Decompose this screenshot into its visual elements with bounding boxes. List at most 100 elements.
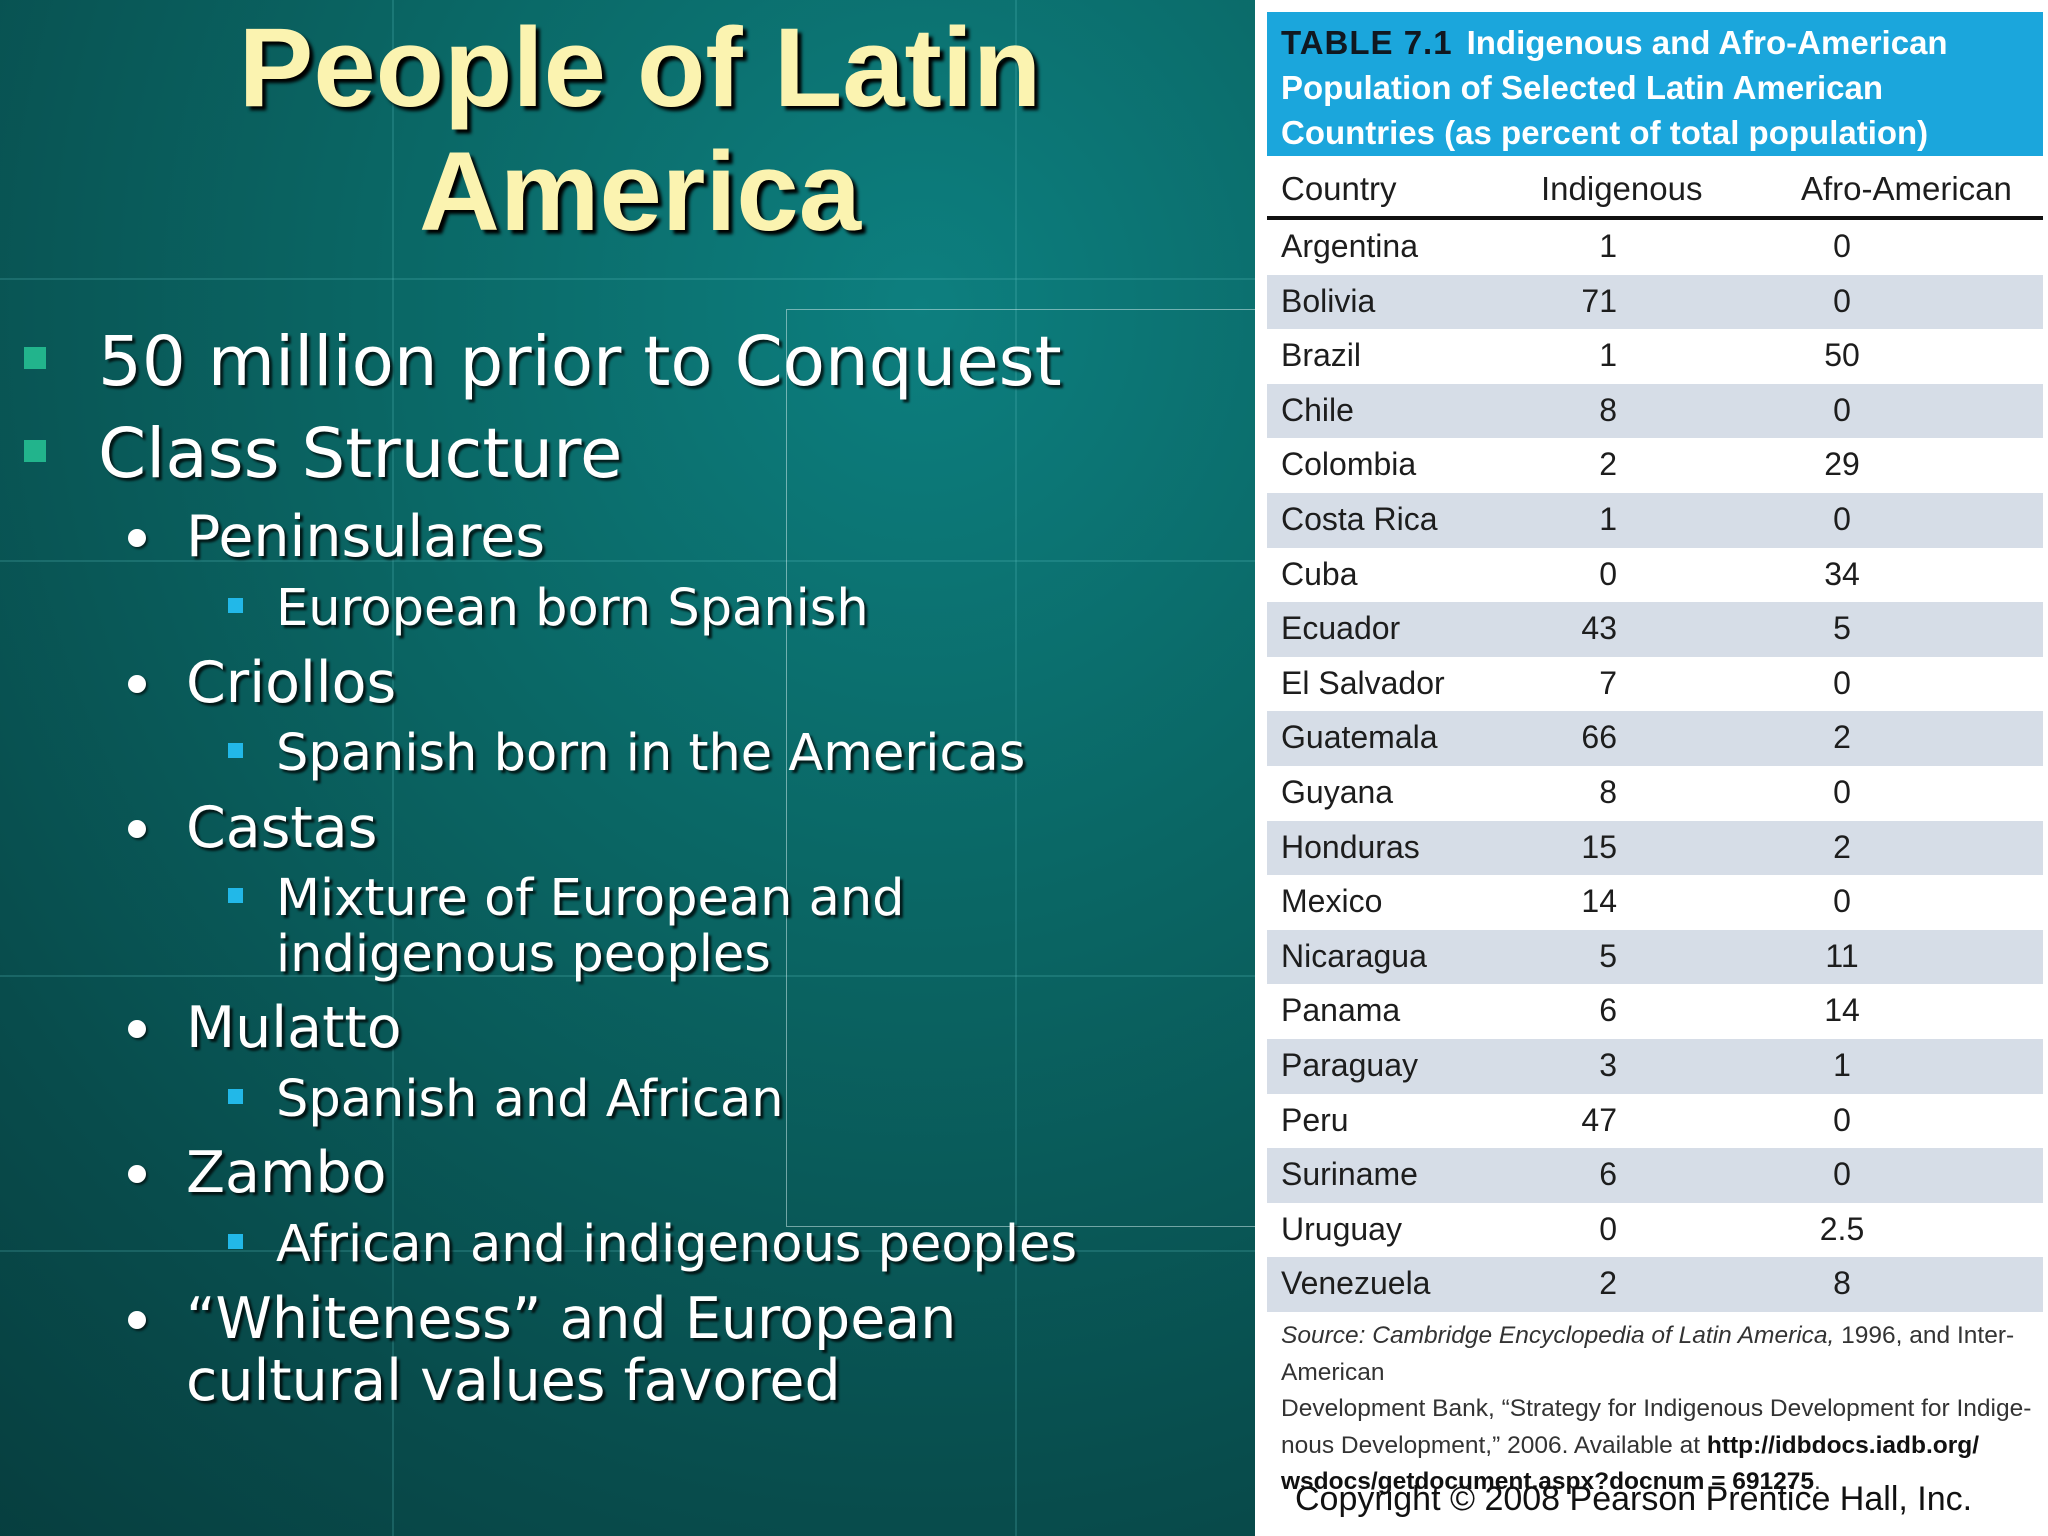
background-grid-line: [0, 278, 1255, 280]
cell-indigenous: 3: [1599, 1046, 1617, 1083]
column-header-country: Country: [1281, 170, 1397, 207]
title-line-1: People of Latin: [238, 5, 1042, 130]
table-row: Venezuela 2 8: [1267, 1257, 2043, 1312]
cell-country: Argentina: [1281, 228, 1418, 264]
cell-country: Panama: [1281, 992, 1401, 1029]
cell-indigenous: 2: [1599, 1265, 1617, 1302]
square-bullet-icon: [228, 1234, 243, 1249]
bullet-whiteness-1: “Whiteness” and European: [186, 1286, 957, 1352]
cell-afro-american: 29: [1824, 446, 1860, 483]
table-row: Paraguay 3 1: [1267, 1038, 2043, 1094]
cell-indigenous: 2: [1599, 446, 1617, 483]
cell-country: Colombia: [1281, 446, 1417, 483]
table-row: Ecuador 43 5: [1267, 602, 2043, 657]
table-caption-3: Countries (as percent of total populatio…: [1281, 114, 1929, 151]
background-grid-line: [0, 975, 1255, 977]
cell-afro-american: 0: [1833, 883, 1851, 920]
cell-indigenous: 8: [1599, 773, 1617, 810]
cell-afro-american: 1: [1833, 1046, 1851, 1083]
square-bullet-icon: [228, 598, 243, 613]
table-header: Country Indigenous Afro-American: [1267, 166, 2043, 220]
table-row: Argentina 1 0: [1267, 220, 2043, 275]
cell-country: Peru: [1281, 1101, 1349, 1138]
cell-afro-american: 50: [1824, 337, 1860, 374]
source-end: .: [1814, 1468, 1821, 1495]
placeholder-outline: [786, 309, 1257, 1227]
cell-country: Mexico: [1281, 883, 1383, 920]
square-bullet-icon: [228, 888, 243, 903]
bullet-criollos: Criollos: [186, 650, 397, 716]
cell-country: Guatemala: [1281, 719, 1438, 756]
bullet-castas-desc-2: indigenous peoples: [276, 925, 771, 984]
slide-content: People of Latin America 50 million prior…: [24, 6, 1257, 1412]
round-bullet-icon: [128, 820, 146, 838]
table-row: Honduras 15 2: [1267, 820, 2043, 876]
cell-afro-american: 11: [1825, 937, 1859, 974]
cell-afro-american: 0: [1833, 282, 1851, 319]
table-row: Bolivia 71 0: [1267, 274, 2043, 330]
cell-indigenous: 66: [1581, 719, 1617, 756]
round-bullet-icon: [128, 1165, 146, 1183]
square-bullet-icon: [24, 347, 46, 369]
cell-afro-american: 2: [1833, 719, 1851, 756]
cell-afro-american: 0: [1833, 773, 1851, 810]
background-grid-line: [0, 560, 1255, 562]
cell-indigenous: 1: [1599, 500, 1617, 537]
source-label: Source:: [1281, 1322, 1366, 1349]
table-row: Costa Rica 1 0: [1267, 492, 2043, 548]
cell-country: Nicaragua: [1281, 937, 1427, 974]
round-bullet-icon: [128, 529, 146, 547]
column-header-afro-american: Afro-American: [1801, 170, 2012, 207]
background-grid-line: [1015, 0, 1017, 1536]
square-bullet-icon: [228, 1089, 243, 1104]
cell-afro-american: 2.5: [1819, 1210, 1865, 1247]
cell-indigenous: 6: [1599, 992, 1617, 1029]
copyright-notice: Copyright © 2008 Pearson Prentice Hall, …: [1295, 1480, 1973, 1518]
column-header-indigenous: Indigenous: [1541, 170, 1703, 207]
cell-indigenous: 1: [1599, 337, 1617, 374]
cell-afro-american: 14: [1824, 992, 1860, 1029]
table-title: TABLE 7.1 Indigenous and Afro-American Po…: [1267, 12, 2043, 156]
square-bullet-icon: [24, 440, 46, 462]
cell-indigenous: 6: [1599, 1156, 1617, 1193]
table-row: Nicaragua 5 11: [1267, 929, 2043, 985]
bullet-class-structure: Class Structure: [98, 414, 623, 494]
cell-indigenous: 7: [1599, 664, 1617, 701]
cell-afro-american: 34: [1824, 555, 1860, 592]
cell-country: Cuba: [1281, 555, 1358, 592]
cell-country: Ecuador: [1281, 610, 1401, 647]
bullet-mulatto: Mulatto: [186, 995, 402, 1061]
table-caption-2: Population of Selected Latin American: [1281, 69, 1884, 106]
bullet-castas: Castas: [186, 795, 378, 861]
cell-indigenous: 0: [1599, 1210, 1617, 1247]
cell-country: Honduras: [1281, 828, 1420, 865]
source-url-1: http://idbdocs.iadb.org/: [1706, 1431, 1980, 1459]
background-grid-line: [392, 0, 394, 1536]
cell-afro-american: 0: [1833, 228, 1851, 264]
cell-country: Guyana: [1281, 773, 1394, 810]
table-row: Panama 6 14: [1267, 984, 2043, 1039]
square-bullet-icon: [228, 743, 243, 758]
cell-indigenous: 71: [1581, 282, 1617, 319]
table-row: Peru 47 0: [1267, 1094, 2043, 1149]
table-source-note: Source: Cambridge Encyclopedia of Latin …: [1281, 1318, 2041, 1501]
source-line-3: nous Development,” 2006. Available at: [1281, 1431, 1707, 1459]
cell-afro-american: 0: [1833, 391, 1851, 428]
table-body: Argentina 1 0 Bolivia 71 0 Brazil 1 50 Chile 8 0…: [1267, 220, 2043, 1312]
cell-country: Bolivia: [1281, 282, 1376, 319]
cell-country: Uruguay: [1281, 1210, 1402, 1247]
source-title: Cambridge Encyclopedia of Latin America,: [1372, 1322, 1835, 1349]
cell-afro-american: 0: [1833, 1101, 1851, 1138]
table-row: Brazil 1 50: [1267, 329, 2043, 384]
table-label: TABLE 7.1: [1281, 24, 1453, 61]
bullet-peninsulares-desc: European born Spanish: [276, 579, 869, 638]
table-row: Uruguay 0 2.5: [1267, 1203, 2043, 1258]
source-line-2: Development Bank, “Strategy for Indigeno…: [1281, 1395, 2032, 1422]
table-row: Suriname 6 0: [1267, 1148, 2043, 1203]
cell-country: El Salvador: [1281, 664, 1445, 701]
cell-indigenous: 5: [1599, 937, 1617, 974]
cell-indigenous: 14: [1581, 883, 1617, 920]
table-row: Guatemala 66 2: [1267, 711, 2043, 766]
bullet-criollos-desc: Spanish born in the Americas: [276, 724, 1026, 783]
cell-country: Venezuela: [1281, 1265, 1431, 1302]
